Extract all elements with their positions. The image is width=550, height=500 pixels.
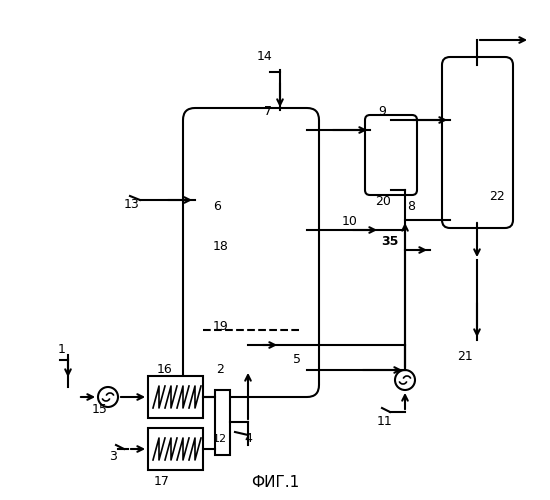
Text: 2: 2: [216, 363, 224, 376]
Text: 5: 5: [293, 353, 301, 366]
Text: 10: 10: [342, 215, 358, 228]
Text: 16: 16: [157, 363, 173, 376]
Text: 12: 12: [213, 434, 227, 444]
Text: 11: 11: [377, 415, 393, 428]
Text: 13: 13: [124, 198, 140, 211]
Text: 19: 19: [213, 320, 229, 333]
Bar: [148, 376, 203, 418]
Text: 9: 9: [378, 105, 386, 118]
FancyBboxPatch shape: [365, 115, 417, 195]
Text: 1: 1: [58, 343, 66, 356]
Text: 22: 22: [489, 190, 505, 203]
Text: 35: 35: [382, 235, 399, 248]
Text: 14: 14: [257, 50, 273, 63]
Text: 8: 8: [407, 200, 415, 213]
FancyBboxPatch shape: [442, 57, 513, 228]
Text: 15: 15: [92, 403, 108, 416]
Bar: [215, 390, 230, 455]
Text: 20: 20: [375, 195, 391, 208]
Text: 3: 3: [109, 450, 117, 463]
Text: ФИГ.1: ФИГ.1: [251, 475, 299, 490]
Text: 17: 17: [154, 475, 170, 488]
Bar: [148, 428, 203, 470]
Text: 4: 4: [244, 432, 252, 445]
FancyBboxPatch shape: [183, 108, 319, 397]
Text: 21: 21: [457, 350, 473, 363]
Text: 7: 7: [264, 105, 272, 118]
Text: 6: 6: [213, 200, 221, 213]
Text: 18: 18: [213, 240, 229, 253]
